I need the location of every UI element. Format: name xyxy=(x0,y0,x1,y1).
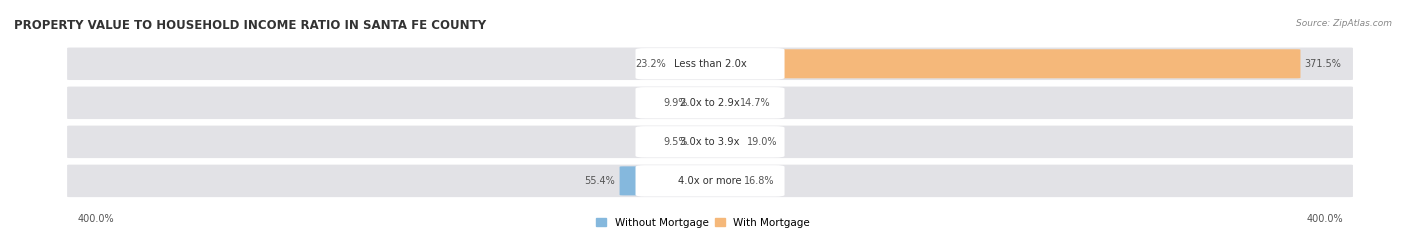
FancyBboxPatch shape xyxy=(692,88,713,117)
Text: Less than 2.0x: Less than 2.0x xyxy=(673,59,747,69)
FancyBboxPatch shape xyxy=(707,127,742,156)
FancyBboxPatch shape xyxy=(707,166,740,195)
FancyBboxPatch shape xyxy=(692,127,713,156)
FancyBboxPatch shape xyxy=(707,88,737,117)
FancyBboxPatch shape xyxy=(66,125,1354,159)
Text: 400.0%: 400.0% xyxy=(77,214,114,224)
FancyBboxPatch shape xyxy=(66,47,1354,81)
FancyBboxPatch shape xyxy=(636,48,785,79)
Text: 16.8%: 16.8% xyxy=(744,176,775,186)
Text: 2.0x to 2.9x: 2.0x to 2.9x xyxy=(681,98,740,108)
Text: 14.7%: 14.7% xyxy=(741,98,770,108)
FancyBboxPatch shape xyxy=(620,166,713,195)
Text: 4.0x or more: 4.0x or more xyxy=(678,176,742,186)
Text: 55.4%: 55.4% xyxy=(585,176,616,186)
FancyBboxPatch shape xyxy=(707,49,1301,78)
Text: 19.0%: 19.0% xyxy=(747,137,778,147)
Text: 371.5%: 371.5% xyxy=(1305,59,1341,69)
Text: 9.9%: 9.9% xyxy=(664,98,688,108)
FancyBboxPatch shape xyxy=(636,87,785,119)
FancyBboxPatch shape xyxy=(66,86,1354,120)
FancyBboxPatch shape xyxy=(66,164,1354,198)
Text: 3.0x to 3.9x: 3.0x to 3.9x xyxy=(681,137,740,147)
FancyBboxPatch shape xyxy=(636,126,785,158)
Text: PROPERTY VALUE TO HOUSEHOLD INCOME RATIO IN SANTA FE COUNTY: PROPERTY VALUE TO HOUSEHOLD INCOME RATIO… xyxy=(14,19,486,32)
Legend: Without Mortgage, With Mortgage: Without Mortgage, With Mortgage xyxy=(596,218,810,228)
Text: 23.2%: 23.2% xyxy=(636,59,666,69)
Text: 400.0%: 400.0% xyxy=(1306,214,1343,224)
Text: 9.5%: 9.5% xyxy=(664,137,688,147)
FancyBboxPatch shape xyxy=(636,165,785,197)
FancyBboxPatch shape xyxy=(671,49,713,78)
Text: Source: ZipAtlas.com: Source: ZipAtlas.com xyxy=(1296,19,1392,28)
